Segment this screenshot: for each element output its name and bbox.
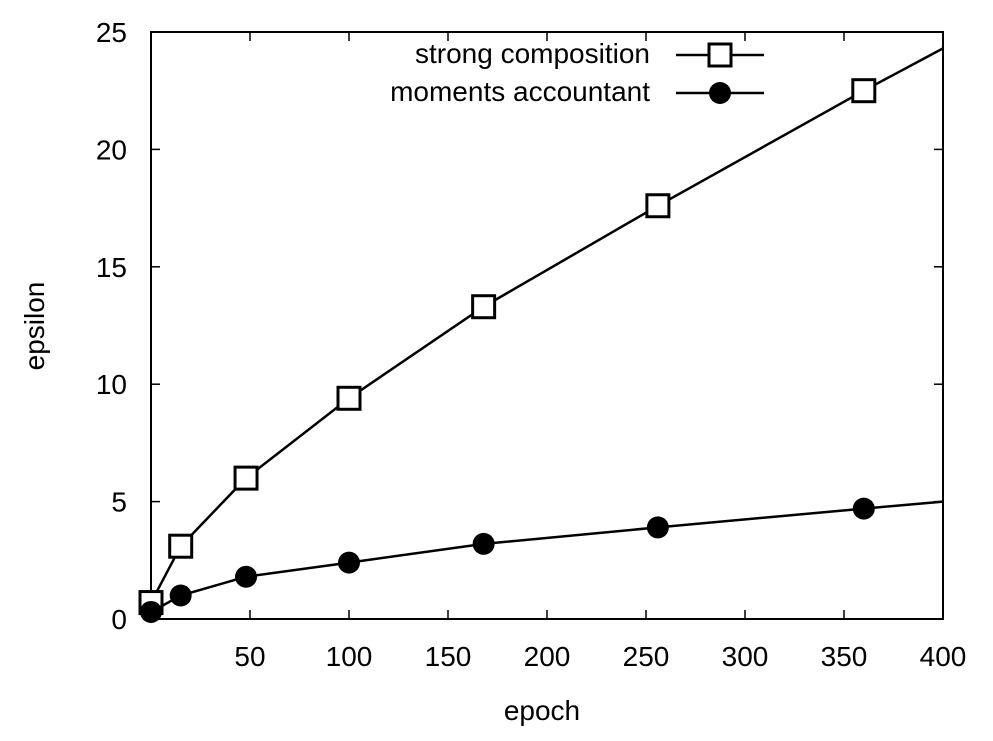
series-moments-accountant — [140, 497, 944, 623]
legend-label-strong-composition: strong composition — [415, 38, 650, 69]
series-line — [149, 47, 944, 604]
legend-marker — [707, 42, 733, 68]
data-point — [646, 516, 669, 539]
legend: strong composition moments accountant — [390, 38, 764, 107]
data-point — [472, 532, 495, 555]
data-point — [235, 565, 258, 588]
data-point — [233, 465, 259, 491]
data-point — [645, 193, 671, 219]
data-point — [140, 600, 162, 623]
tick-labels: 0 5 10 15 20 25 50 100 150 200 250 300 350 400 — [96, 17, 967, 672]
series-layer — [138, 47, 944, 623]
x-tick-label: 100 — [326, 641, 373, 672]
x-tick-label: 400 — [920, 641, 967, 672]
series-line — [150, 500, 944, 614]
x-tick-label: 50 — [234, 641, 265, 672]
data-point — [169, 584, 192, 607]
y-tick-label: 20 — [96, 134, 127, 165]
data-point — [471, 294, 497, 320]
y-tick-label: 0 — [111, 604, 127, 635]
data-point — [852, 497, 875, 520]
y-tick-label: 25 — [96, 17, 127, 48]
legend-marker — [709, 82, 731, 104]
data-point — [338, 551, 360, 574]
x-tick-label: 250 — [623, 641, 670, 672]
x-tick-label: 150 — [425, 641, 472, 672]
data-point — [851, 78, 877, 104]
x-tick-label: 350 — [821, 641, 868, 672]
plot-frame — [150, 31, 944, 620]
ticks — [151, 32, 943, 619]
series-strong-composition — [138, 47, 944, 616]
x-tick-label: 300 — [722, 641, 769, 672]
y-tick-label: 10 — [96, 369, 127, 400]
y-tick-label: 15 — [96, 252, 127, 283]
data-point — [168, 533, 194, 559]
legend-label-moments-accountant: moments accountant — [390, 76, 650, 107]
x-tick-label: 200 — [524, 641, 571, 672]
data-point — [336, 385, 362, 411]
x-axis-label: epoch — [504, 695, 580, 726]
y-axis-label: epsilon — [19, 282, 50, 371]
y-tick-label: 5 — [111, 487, 127, 518]
